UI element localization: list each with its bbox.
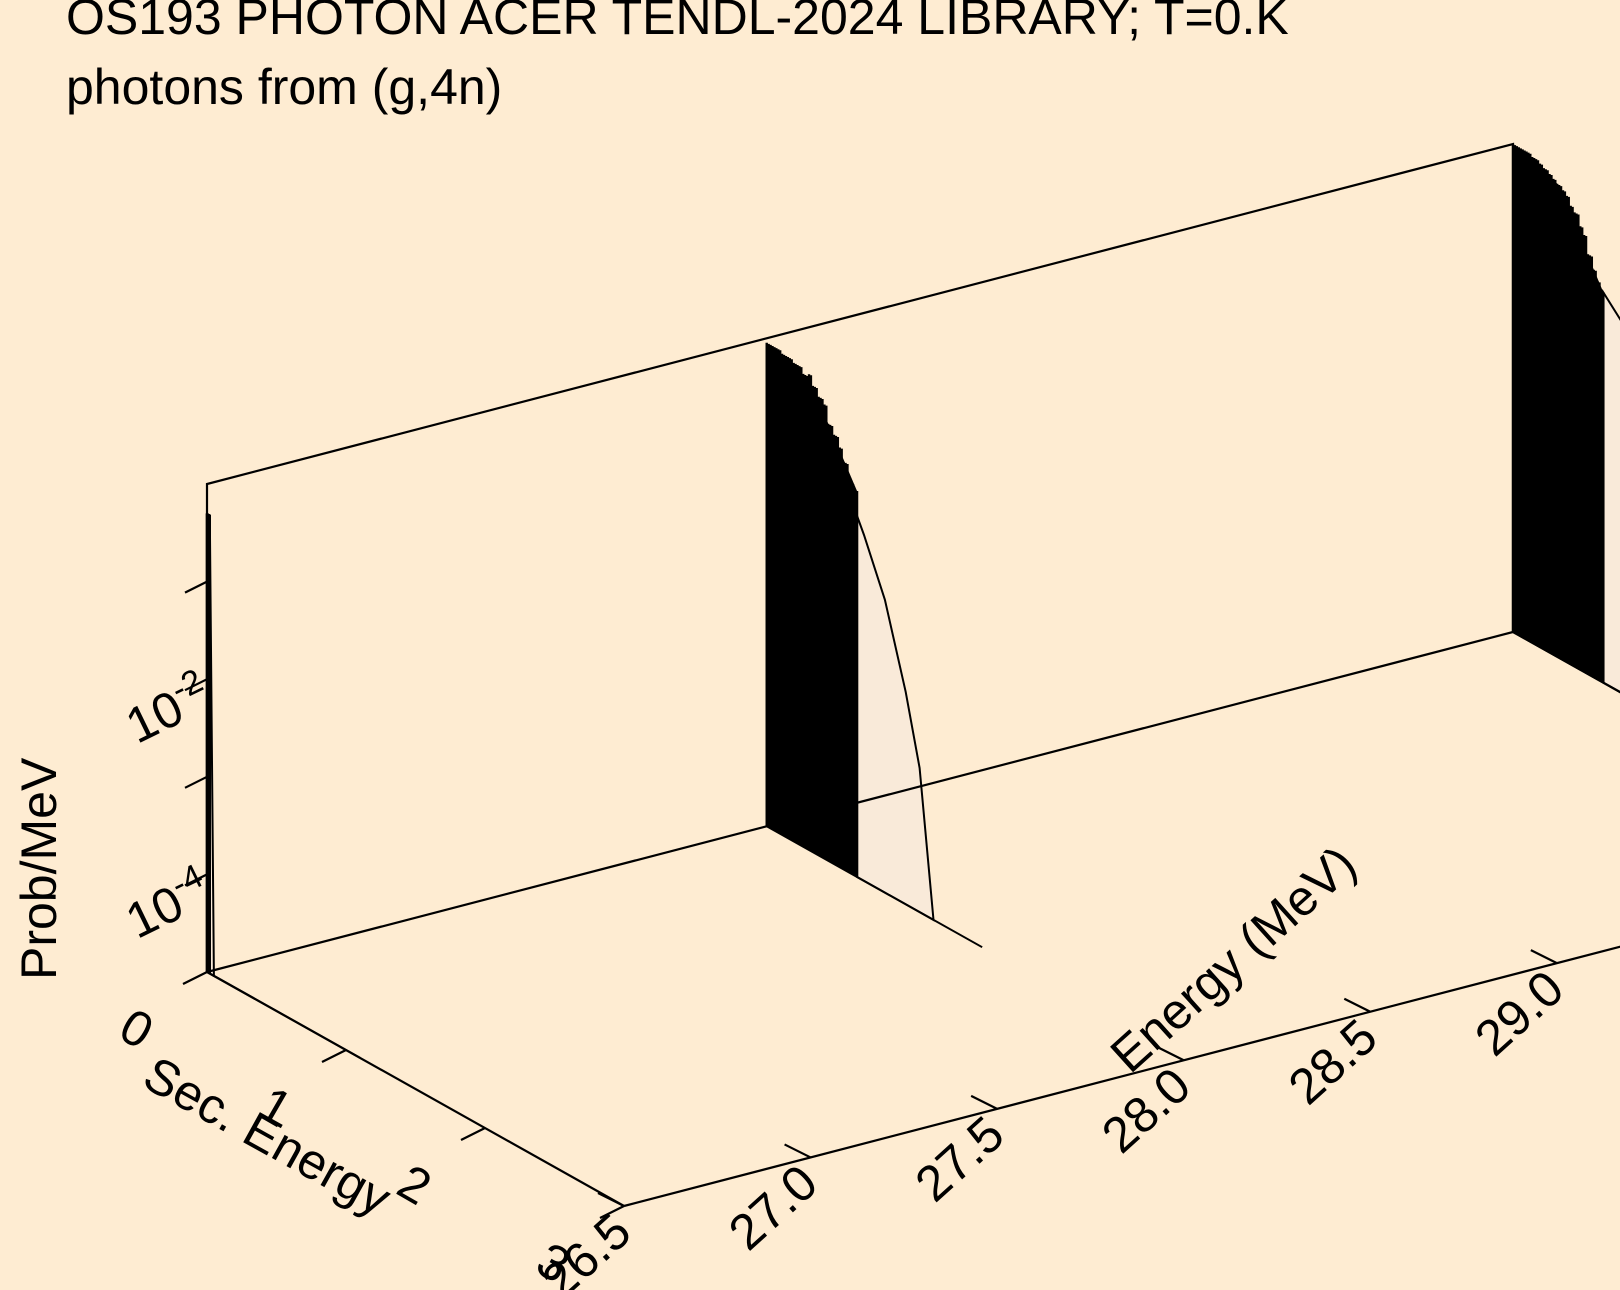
series-slice-30 — [1511, 144, 1620, 694]
z-tick — [184, 678, 208, 692]
sec-energy-tick — [321, 1049, 347, 1063]
continuum-area — [856, 515, 935, 922]
sec-energy-tick — [460, 1127, 486, 1141]
series-layer — [205, 144, 1620, 1059]
sec-energy-tick-label: 0 — [110, 998, 162, 1060]
z-tick-label: 10-4 — [115, 857, 219, 949]
axis-ticks — [182, 580, 1558, 1219]
right-floor-edge — [1512, 631, 1620, 694]
chart-title-line-1: OS193 PHOTON ACER TENDL-2024 LIBRARY; T=… — [66, 0, 1289, 45]
chart-title-line-2: photons from (g,4n) — [66, 59, 502, 115]
discrete-line-block — [1513, 144, 1604, 683]
energy-axis-line — [623, 945, 1620, 1208]
energy-tick-label: 28.5 — [1278, 1008, 1388, 1115]
energy-tick-label: 29.0 — [1464, 960, 1574, 1067]
energy-tick — [1157, 1046, 1185, 1062]
sec-energy-tick-label: 2 — [388, 1154, 440, 1216]
chart-title: OS193 PHOTON ACER TENDL-2024 LIBRARY; T=… — [66, 0, 1289, 115]
slice-baseline — [766, 825, 983, 949]
z-tick-label: 10-2 — [115, 662, 219, 754]
z-axis-title: Prob/MeV — [11, 757, 67, 980]
energy-tick — [1343, 997, 1371, 1013]
z-tick — [184, 580, 208, 594]
z-tick — [184, 775, 208, 789]
sec-energy-axis-title: Sec. Energy — [135, 1046, 400, 1227]
back-wall-frame — [205, 142, 1515, 974]
energy-tick-label: 27.0 — [718, 1154, 828, 1261]
energy-tick-label: 27.5 — [905, 1105, 1015, 1212]
discrete-line-block — [766, 342, 858, 877]
energy-tick — [1530, 949, 1558, 965]
series-slice-26.5 — [205, 513, 361, 1059]
energy-tick — [597, 1192, 625, 1207]
sec-energy-tick — [599, 1205, 625, 1219]
energy-tick — [970, 1094, 998, 1110]
axes-frame — [205, 142, 1620, 1208]
z-tick — [184, 873, 208, 887]
sec-energy-axis-line — [206, 971, 625, 1207]
series-slice-28 — [765, 342, 983, 949]
energy-tick — [784, 1143, 812, 1159]
continuum-area — [1602, 288, 1620, 694]
sec-energy-tick — [182, 971, 208, 985]
